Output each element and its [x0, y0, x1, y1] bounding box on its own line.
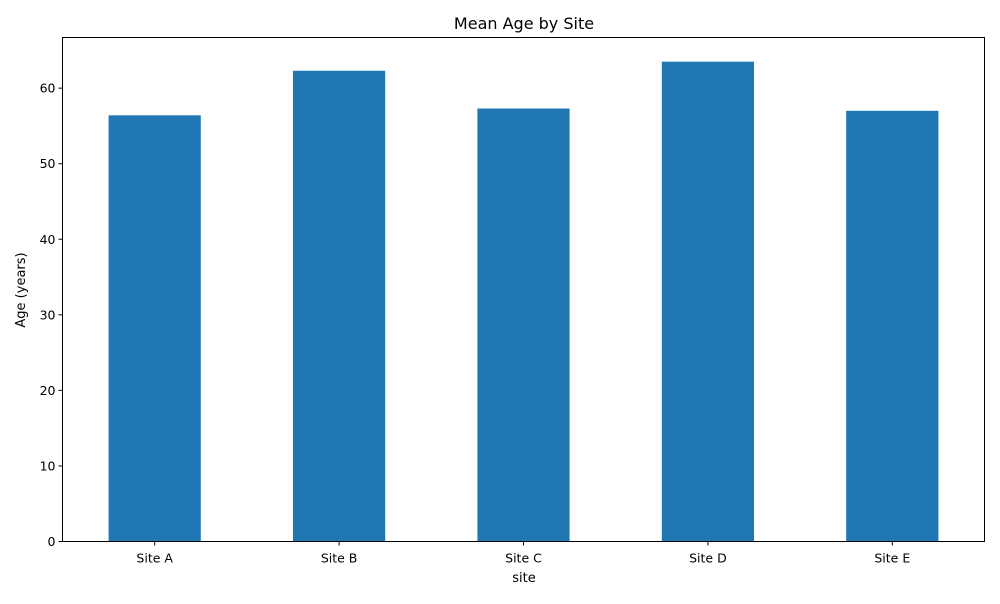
y-tick-label: 50	[40, 156, 56, 171]
bars-layer	[108, 61, 939, 542]
x-axis-ticks: Site A Site B Site C Site D Site E	[136, 541, 910, 566]
x-tick-label: Site A	[136, 551, 173, 566]
y-tick-label: 30	[40, 307, 56, 322]
x-tick-label: Site C	[505, 551, 542, 566]
x-axis-label: site	[512, 571, 535, 586]
y-tick-label: 60	[40, 81, 56, 96]
bar-site-e	[846, 110, 939, 542]
y-axis-label: Age (years)	[14, 252, 29, 327]
x-tick-label: Site D	[689, 551, 727, 566]
y-tick-label: 20	[40, 383, 56, 398]
x-tick-label: Site B	[321, 551, 358, 566]
bar-site-c	[477, 108, 570, 542]
y-tick-label: 40	[40, 232, 56, 247]
bar-site-d	[661, 61, 754, 542]
bar-site-b	[293, 70, 386, 542]
plot-frame	[62, 37, 985, 542]
y-axis-ticks: 0 10 20 30 40 50 60	[40, 81, 63, 549]
y-tick-label: 0	[48, 534, 56, 549]
y-tick-label: 10	[40, 458, 56, 473]
chart-title: Mean Age by Site	[454, 14, 594, 33]
x-tick-label: Site E	[874, 551, 910, 566]
bar-site-a	[108, 115, 201, 542]
